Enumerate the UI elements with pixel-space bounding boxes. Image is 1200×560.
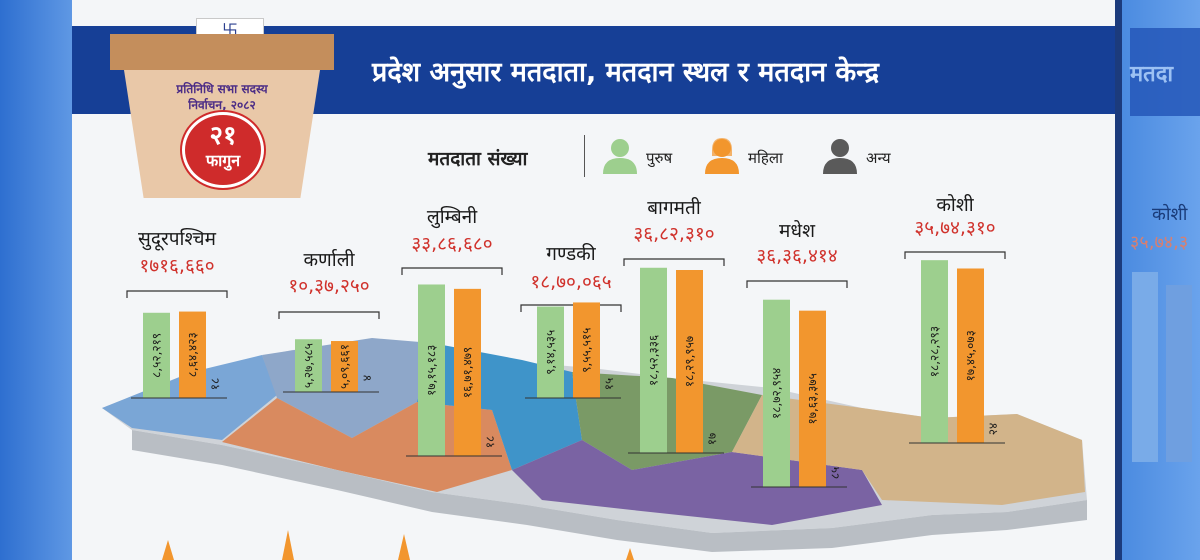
ghost-header-band	[1130, 28, 1200, 116]
election-date-day: २१	[209, 121, 237, 151]
election-date-badge: २१ फागुन	[182, 112, 264, 188]
page-title: प्रदेश अनुसार मतदाता, मतदान स्थल र मतदान…	[372, 57, 879, 88]
bar-female-label: १८,२९,९५७	[683, 336, 697, 387]
bar-female	[331, 341, 358, 392]
bottom-decoration	[162, 530, 634, 560]
province-name: गण्डकी	[546, 242, 596, 265]
bar-male	[418, 284, 445, 456]
bar-female-label: ८,६४,४२३	[186, 332, 200, 377]
left-edge-background	[0, 0, 72, 560]
ghost-bar-female	[1166, 285, 1192, 462]
legend-divider	[584, 135, 585, 177]
election-year: निर्वाचन, २०८२	[188, 98, 256, 112]
province-voter-chart: सुदूरपश्चिम १७१६,६६० ८,५२,२१९ ८,६४,४२३ १८ कर्…	[102, 193, 1087, 560]
province-name: बागमती	[647, 196, 702, 219]
province-bracket	[520, 304, 622, 312]
bar-male-label: ८,५२,२१९	[150, 333, 164, 378]
bar-other-label: ८५	[828, 467, 842, 479]
legend-male-label: पुरुष	[646, 149, 673, 167]
bar-male	[143, 312, 170, 398]
province-bracket	[278, 311, 380, 319]
province-name: सुदूरपश्चिम	[138, 227, 217, 251]
province-bracket	[904, 251, 1006, 259]
province-total: ३३,८६,६८०	[411, 233, 492, 255]
bar-female	[454, 288, 481, 456]
bar-other-label: १८	[208, 378, 222, 390]
bar-other-label: १५	[602, 378, 616, 390]
legend-title: मतदाता संख्या	[428, 148, 528, 170]
female-person-icon	[705, 138, 739, 174]
ghost-title-text: मतदा	[1130, 62, 1174, 87]
bar-female-label: १६,७१,४७९	[461, 347, 475, 398]
bar-male-label: ९,१४,५३५	[544, 330, 558, 375]
province-bracket	[623, 258, 725, 266]
bar-other-label: ४	[360, 375, 374, 381]
ghost-total-label: ३५,७४,३	[1130, 232, 1189, 253]
ballot-box-lid	[110, 34, 334, 70]
bar-female-label: १७,४५,०७३	[964, 330, 978, 381]
ballot-box-badge: 卐 प्रतिनिधि सभा सदस्य निर्वाचन, २०८२ २१ …	[110, 18, 334, 198]
bar-male-label: १८,५२,३३६	[647, 335, 661, 386]
province-bracket	[746, 280, 848, 288]
province-total: ३६,८२,३१०	[633, 223, 714, 245]
infographic-poster: प्रदेश अनुसार मतदाता, मतदान स्थल र मतदान…	[72, 0, 1122, 560]
province-bracket	[401, 267, 503, 275]
province-name: मधेश	[779, 219, 816, 242]
right-edge-ghost-panel: मतदा कोशी ३५,७४,३	[1122, 0, 1200, 560]
bar-female	[676, 270, 703, 453]
province-total: १८,७०,०६५	[530, 271, 611, 293]
province-total: १०,३७,२५०	[288, 275, 369, 297]
bar-female	[179, 311, 206, 398]
bar-series-layer: सुदूरपश्चिम १७१६,६६० ८,५२,२१९ ८,६४,४२३ १८ कर्…	[126, 193, 1006, 488]
bar-male-label: १७,१५,१८३	[425, 345, 439, 396]
bar-female	[573, 302, 600, 398]
ghost-province-label: कोशी	[1152, 204, 1188, 225]
province-name: लुम्बिनी	[427, 205, 478, 229]
bar-male-label: १८,२८,२९३	[928, 326, 942, 377]
poster-right-border	[1115, 0, 1122, 560]
bar-female	[957, 268, 984, 443]
bar-male-label: ५,२७,५८५	[302, 343, 316, 388]
bar-male	[640, 267, 667, 453]
province-bracket	[126, 290, 228, 298]
bar-male-label: १८,७२,९५४	[770, 368, 784, 419]
election-date-month: फागुन	[205, 151, 241, 170]
bar-female-label: ५,०९,६६१	[338, 344, 352, 389]
province-name: कर्णाली	[303, 248, 355, 271]
male-person-icon	[603, 139, 637, 174]
bar-female-label: ९,५५,५१५	[580, 328, 594, 373]
legend-other-label: अन्य	[866, 149, 891, 167]
election-name: प्रतिनिधि सभा सदस्य	[176, 82, 268, 96]
province-total: ३५,७४,३१०	[914, 217, 995, 239]
bar-female-label: १७,६३,३७५	[806, 373, 820, 424]
bar-other-label: १८	[483, 436, 497, 448]
bar-male	[295, 339, 322, 392]
other-person-icon	[823, 139, 857, 174]
ghost-bar-male	[1132, 272, 1158, 462]
province-total: १७१६,६६०	[139, 255, 214, 277]
legend-female-label: महिला	[748, 149, 783, 167]
bar-other-label: १७	[705, 433, 719, 445]
province-name: कोशी	[936, 193, 974, 216]
bar-male	[537, 306, 564, 398]
bar-male	[921, 260, 948, 443]
bar-other-label: २४	[986, 423, 1000, 435]
bar-male	[763, 299, 790, 487]
bar-female	[799, 310, 826, 487]
province-total: ३६,३६,४१४	[756, 245, 837, 267]
